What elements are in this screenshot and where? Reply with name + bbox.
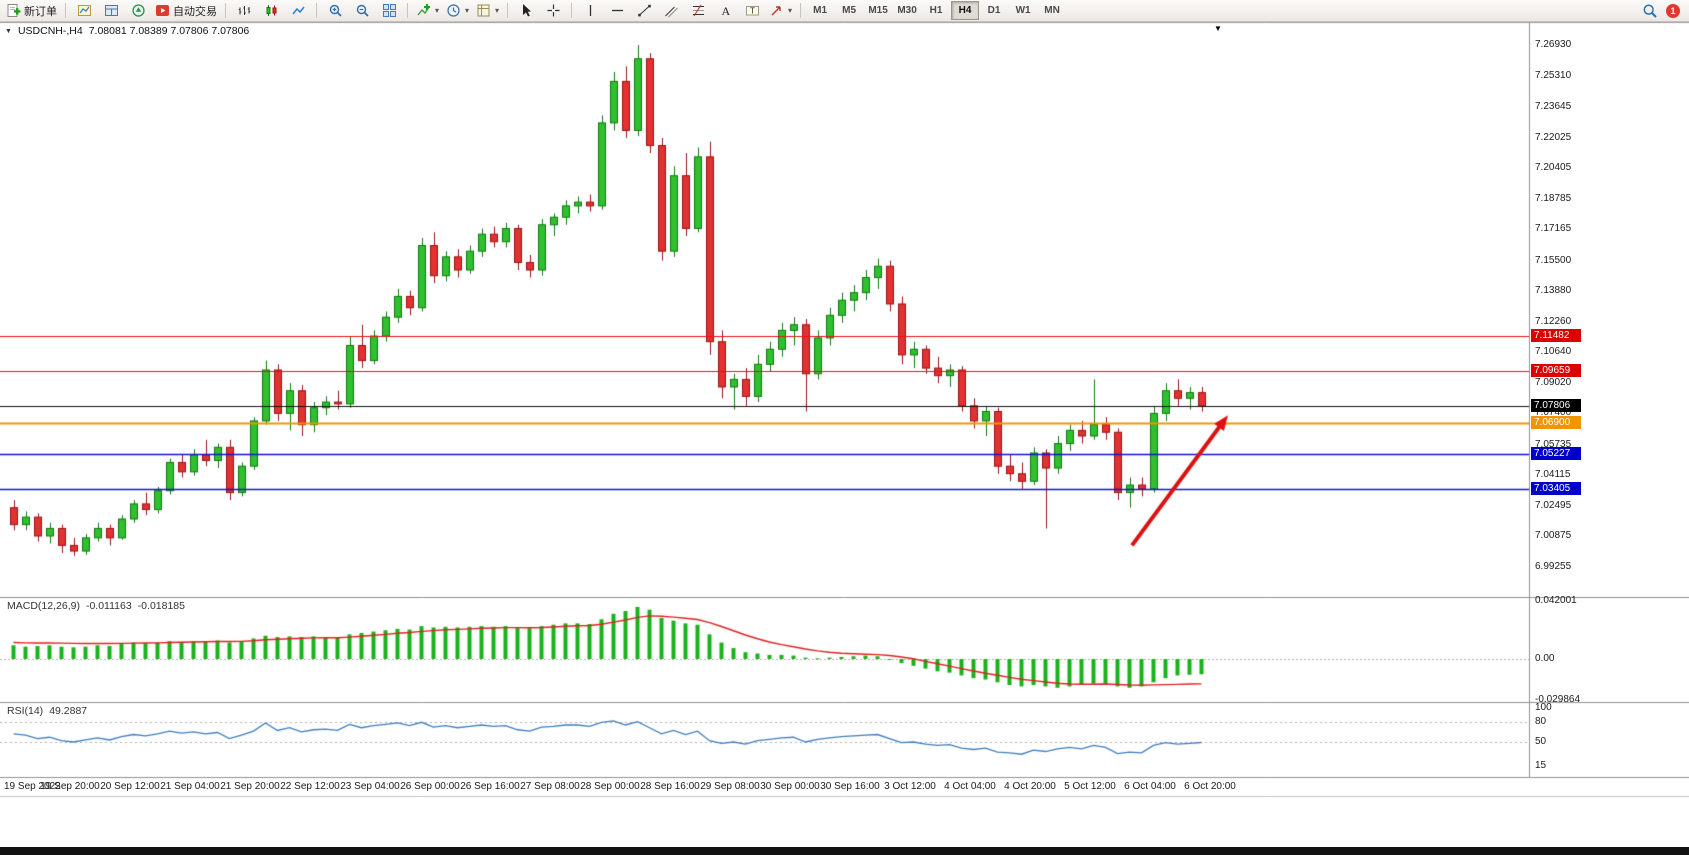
rsi-value: 49.2887 <box>49 705 88 717</box>
periods-icon <box>446 3 461 18</box>
chart-ohlc: 7.08081 7.08389 7.07806 7.07806 <box>88 25 250 37</box>
toolbar-separator <box>65 3 66 18</box>
rsi-title: RSI(14) <box>7 705 44 717</box>
timeframe-button-m15[interactable]: M15 <box>868 5 888 16</box>
toolbar-separator <box>507 3 509 18</box>
indicators-button[interactable]: ▾ <box>413 1 442 21</box>
trendline-button[interactable] <box>631 1 657 21</box>
fibonacci-button[interactable] <box>685 1 711 21</box>
templates-icon <box>476 3 491 18</box>
tile-windows-icon <box>382 3 397 18</box>
collapse-triangle-icon: ▼ <box>5 27 12 35</box>
autotrading-label: 自动交易 <box>173 5 217 18</box>
zoom-out-button[interactable] <box>349 1 375 21</box>
timeframe-button-d1[interactable]: D1 <box>987 5 1001 16</box>
text-label-icon: T <box>745 3 760 18</box>
arrows-icon <box>769 3 784 18</box>
chevron-down-icon: ▾ <box>495 6 500 15</box>
data-window-button[interactable] <box>98 1 124 21</box>
navigator-icon <box>131 3 146 18</box>
chart-shift-marker-icon[interactable]: ▼ <box>1214 24 1222 33</box>
timeframe-group: M1 M5 M15 M30 H1 H4 D1 W1 MN <box>806 1 1066 20</box>
vertical-line-icon <box>583 3 598 18</box>
toolbar-separator <box>407 3 408 18</box>
macd-value: -0.011163 <box>85 600 132 612</box>
taskbar <box>0 847 1689 855</box>
toolbar-separator <box>225 3 226 18</box>
new-order-label: 新订单 <box>24 5 57 18</box>
text-button[interactable]: A <box>712 1 738 21</box>
svg-text:A: A <box>721 4 730 18</box>
notification-badge[interactable]: 1 <box>1666 3 1680 18</box>
crosshair-icon <box>546 3 561 18</box>
toolbar-separator <box>571 3 573 18</box>
timeframe-button-h4[interactable]: H4 <box>951 1 980 20</box>
search-button[interactable] <box>1637 1 1663 21</box>
candlestick-chart-icon <box>264 3 279 18</box>
zoom-in-icon <box>328 3 343 18</box>
equidistant-channel-icon <box>664 3 679 18</box>
arrows-button[interactable]: ▾ <box>766 1 795 21</box>
svg-text:T: T <box>750 7 755 16</box>
tile-windows-button[interactable] <box>376 1 402 21</box>
timeframe-button-m5[interactable]: M5 <box>842 5 857 16</box>
crosshair-button[interactable] <box>540 1 566 21</box>
macd-title: MACD(12,26,9) <box>7 600 80 612</box>
line-chart-icon <box>291 3 306 18</box>
templates-button[interactable]: ▾ <box>473 1 502 21</box>
data-window-icon <box>104 3 119 18</box>
new-order-button[interactable]: 新订单 <box>3 1 60 21</box>
vertical-line-button[interactable] <box>577 1 603 21</box>
chart-symbol: USDCNH-,H4 <box>17 25 83 37</box>
toolbar: 新订单 自动交易 ▾ ▾ ▾ A T ▾ M1 M5 M15 M30 H1 H4 D1 W1 M… <box>0 0 1689 22</box>
autotrading-icon <box>155 3 170 18</box>
charts-icon <box>77 3 92 18</box>
indicators-icon <box>416 3 431 18</box>
toolbar-separator <box>800 3 802 18</box>
macd-panel-title: MACD(12,26,9) -0.011163 -0.018185 <box>7 600 185 612</box>
periods-button[interactable]: ▾ <box>443 1 472 21</box>
timeframe-button-m30[interactable]: M30 <box>897 5 917 16</box>
trendline-icon <box>637 3 652 18</box>
charts-button[interactable] <box>71 1 97 21</box>
horizontal-line-icon <box>610 3 625 18</box>
new-order-icon <box>6 3 21 18</box>
chevron-down-icon: ▾ <box>465 6 470 15</box>
candlestick-chart-button[interactable] <box>258 1 284 21</box>
zoom-in-button[interactable] <box>322 1 348 21</box>
text-label-button[interactable]: T <box>739 1 765 21</box>
bar-chart-button[interactable] <box>231 1 257 21</box>
rsi-panel-title: RSI(14) 49.2887 <box>7 705 87 717</box>
navigator-button[interactable] <box>125 1 151 21</box>
autotrading-button[interactable]: 自动交易 <box>152 1 220 21</box>
fibonacci-icon <box>691 3 706 18</box>
timeframe-button-w1[interactable]: W1 <box>1015 5 1031 16</box>
zoom-out-icon <box>355 3 370 18</box>
chevron-down-icon: ▾ <box>788 6 793 15</box>
chevron-down-icon: ▾ <box>435 6 440 15</box>
equidistant-channel-button[interactable] <box>658 1 684 21</box>
macd-signal-value: -0.018185 <box>137 600 185 612</box>
cursor-button[interactable] <box>513 1 539 21</box>
toolbar-separator <box>316 3 317 18</box>
timeframe-button-m1[interactable]: M1 <box>813 5 828 16</box>
timeframe-button-h1[interactable]: H1 <box>929 5 943 16</box>
line-chart-button[interactable] <box>285 1 311 21</box>
cursor-icon <box>519 3 534 18</box>
text-icon: A <box>718 3 733 18</box>
chart-header: ▼ USDCNH-,H4 7.08081 7.08389 7.07806 7.0… <box>5 25 249 37</box>
bar-chart-icon <box>237 3 252 18</box>
search-icon <box>1642 3 1658 19</box>
timeframe-button-mn[interactable]: MN <box>1044 5 1060 16</box>
horizontal-line-button[interactable] <box>604 1 630 21</box>
